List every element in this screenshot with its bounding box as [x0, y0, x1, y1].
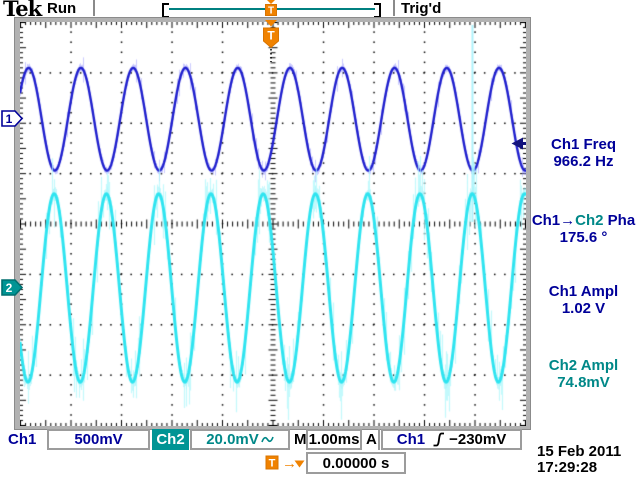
trigger-type-label: A: [366, 431, 377, 448]
measurement-ch1-freq: Ch1 Freq 966.2 Hz: [527, 136, 640, 170]
trigger-position-flag-label: T: [267, 29, 275, 43]
measurement-label: Ch1 Ampl: [548, 283, 619, 300]
measurement-value: 175.6 °: [559, 229, 608, 246]
measurement-label: Ch2 Ampl: [548, 357, 619, 374]
trigger-source: Ch1: [396, 431, 426, 448]
trigger-separator: [378, 429, 380, 450]
footer-arrow: →: [282, 455, 297, 472]
ch1-scale-readout: 500mV: [47, 429, 150, 450]
horizontal-label: M: [294, 431, 307, 448]
ch2-label: Ch2: [156, 431, 185, 448]
trigger-level-value: −230mV: [449, 431, 507, 448]
trigger-status: Trig'd: [401, 0, 442, 17]
ch1-ground-marker: 1: [1, 110, 24, 127]
measurement-phase: Ch1→Ch2 Pha 175.6 °: [527, 212, 640, 246]
measurement-label: Ch1→Ch2 Pha: [527, 212, 640, 229]
ch2-scale-value: 20.0mV: [206, 431, 259, 448]
ch1-marker-label: 1: [6, 112, 13, 126]
ch1-scale-value: 500mV: [74, 431, 123, 448]
trigger-position-value: 0.00000 s: [322, 454, 390, 472]
tek-logo: Tek: [3, 0, 42, 21]
trigger-readout: Ch1 −230mV: [381, 429, 522, 450]
ac-coupling-icon: [261, 436, 274, 442]
record-view-right-bracket: [374, 3, 381, 18]
measurement-label: Ch1 Freq: [550, 136, 616, 153]
ch2-ground-marker: 2: [1, 279, 24, 296]
measurement-value: 966.2 Hz: [553, 153, 614, 170]
time-value: 17:29:28: [537, 459, 598, 476]
rising-edge-icon: [433, 432, 445, 447]
measurement-value: 74.8mV: [557, 374, 610, 391]
footer-down-triangle-icon: [294, 460, 305, 468]
trigger-level-arrow-icon: [511, 137, 526, 150]
measurement-value: 1.02 V: [561, 300, 606, 317]
acquisition-status: Run: [47, 0, 77, 17]
date-value: 15 Feb 2011: [537, 443, 622, 460]
ch2-marker-label: 2: [6, 281, 13, 295]
header-separator: [93, 0, 95, 16]
record-view-left-bracket: [162, 3, 169, 18]
footer-trigger-flag-icon: T: [265, 455, 279, 470]
record-trigger-marker-label: T: [268, 6, 274, 17]
waveform-canvas: [20, 22, 526, 426]
measurement-ch2-ampl: Ch2 Ampl 74.8mV: [527, 357, 640, 391]
ch1-label: Ch1: [8, 431, 37, 448]
trigger-position-readout: 0.00000 s: [306, 452, 406, 474]
horizontal-scale-readout: 1.00ms: [306, 429, 362, 450]
ch2-scale-readout: 20.0mV: [190, 429, 290, 450]
ch2-label-badge: Ch2: [152, 429, 189, 450]
datetime-readout: 15 Feb 2011 17:29:28: [537, 444, 621, 476]
phase-label-ch1: Ch1: [531, 212, 561, 229]
trigger-position-flag-icon: T: [263, 20, 279, 62]
footer-trigger-flag-label: T: [269, 458, 276, 470]
record-trigger-marker-icon: T: [265, 0, 277, 17]
header-separator-2: [393, 0, 395, 16]
measurement-ch1-ampl: Ch1 Ampl 1.02 V: [527, 283, 640, 317]
phase-arrow: →: [560, 212, 576, 229]
horizontal-scale-value: 1.00ms: [308, 431, 360, 448]
phase-label-suffix: Pha: [603, 212, 636, 229]
phase-label-ch2: Ch2: [575, 212, 604, 229]
